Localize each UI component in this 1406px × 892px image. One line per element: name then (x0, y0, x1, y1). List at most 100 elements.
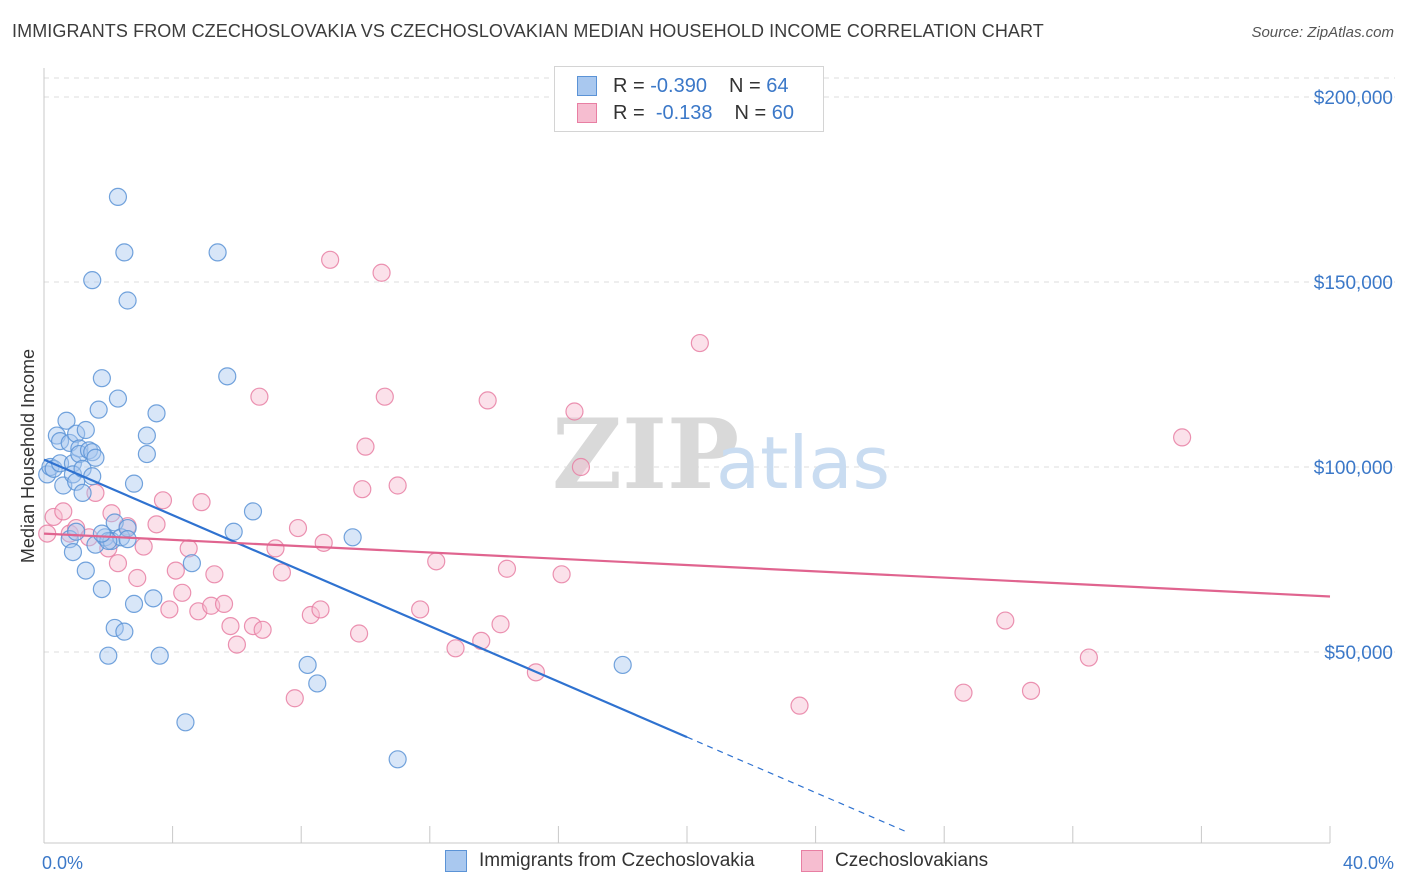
point-series1 (89, 400, 108, 419)
y-axis-label: Median Household Income (18, 349, 38, 563)
point-series2 (288, 518, 308, 538)
point-series1 (92, 579, 111, 599)
point-series1 (388, 750, 407, 769)
legend-n-label: N = (734, 101, 767, 124)
point-series2 (243, 616, 263, 636)
legend-swatch-series1 (445, 850, 467, 872)
x-tick-labels: 0.0% 40.0% (42, 853, 1394, 873)
point-series2 (108, 554, 128, 573)
point-series2 (491, 615, 510, 634)
chart-source: Source: ZipAtlas.com (1251, 24, 1394, 41)
point-series1 (57, 411, 76, 430)
point-series2 (321, 250, 340, 269)
data-points (38, 187, 1192, 769)
point-series1 (118, 530, 137, 549)
point-series2 (266, 539, 285, 558)
trend-line-series1 (43, 458, 688, 739)
point-series1 (67, 424, 86, 443)
point-series1 (76, 420, 95, 440)
point-series2 (356, 437, 375, 456)
point-series2 (478, 391, 497, 410)
point-series2 (134, 537, 153, 556)
legend-item-series2: Czechoslovakians (801, 850, 988, 872)
legend-n-value: 60 (771, 101, 795, 124)
point-series1 (115, 622, 134, 641)
trend-line-series1-extension (686, 736, 906, 833)
point-series2 (497, 559, 517, 578)
y-tick-labels: $50,000 $100,000 $150,000 $200,000 (1314, 88, 1393, 664)
point-series1 (224, 522, 243, 541)
point-series1 (182, 554, 201, 573)
point-series2 (221, 616, 240, 636)
x-tick-label: 0.0% (42, 853, 83, 873)
legend-row-series1: R = -0.390 N = 64 (577, 73, 788, 99)
legend-row-series2: R = -0.138 N = 60 (577, 100, 794, 126)
point-series1 (105, 618, 124, 638)
point-series1 (137, 426, 156, 445)
point-series1 (92, 369, 111, 388)
point-series1 (63, 542, 83, 562)
point-series2 (54, 502, 73, 521)
point-series1 (76, 561, 95, 580)
legend-r-label: R = (613, 74, 645, 97)
point-series1 (79, 441, 99, 460)
point-series1 (137, 444, 156, 464)
point-series2 (192, 493, 211, 512)
legend-n-value: 64 (766, 74, 789, 97)
point-series1 (124, 594, 144, 614)
point-series2 (565, 402, 584, 421)
point-series2 (166, 561, 185, 580)
point-series1 (83, 271, 102, 290)
point-series2 (153, 491, 173, 510)
point-series2 (411, 600, 430, 619)
trend-line-series2 (43, 532, 1331, 598)
y-tick-label: $150,000 (1314, 273, 1393, 294)
legend-item-series1: Immigrants from Czechoslovakia (445, 850, 755, 872)
trend-lines (43, 458, 1331, 833)
point-series2 (214, 594, 234, 614)
point-series2 (128, 568, 147, 588)
point-series1 (67, 522, 86, 541)
point-series2 (285, 689, 304, 708)
axes (43, 68, 1331, 844)
point-series1 (73, 483, 92, 502)
point-series2 (427, 552, 446, 571)
point-series2 (227, 635, 246, 654)
point-series2 (372, 263, 391, 282)
point-series1 (343, 528, 362, 547)
point-series2 (250, 387, 269, 406)
legend-swatch-series1 (577, 76, 597, 96)
point-series2 (954, 683, 973, 702)
point-series1 (118, 291, 137, 310)
point-series2 (311, 600, 330, 619)
legend-r-value: -0.390 (650, 74, 707, 97)
point-series2 (349, 624, 369, 643)
point-series1 (86, 448, 105, 467)
point-series1 (115, 243, 134, 262)
point-series2 (1079, 648, 1098, 667)
point-series1 (243, 502, 263, 521)
point-series2 (1021, 681, 1041, 700)
y-tick-label: $50,000 (1324, 643, 1393, 664)
legend-label-series1: Immigrants from Czechoslovakia (479, 850, 755, 871)
point-series2 (996, 611, 1015, 630)
point-series2 (179, 539, 198, 558)
point-series1 (108, 187, 128, 206)
point-series1 (176, 713, 195, 732)
point-series2 (173, 583, 192, 602)
point-series2 (571, 457, 591, 477)
point-series2 (790, 696, 809, 715)
point-series1 (613, 655, 632, 675)
series-legend: Immigrants from Czechoslovakia Czechoslo… (0, 850, 1406, 878)
point-series2 (272, 563, 292, 582)
x-tick-label: 40.0% (1343, 853, 1394, 873)
point-series1 (298, 655, 317, 675)
legend-n-label: N = (728, 74, 761, 97)
legend-label-series2: Czechoslovakians (835, 850, 989, 871)
watermark-atlas: atlas (716, 421, 890, 505)
point-series2 (446, 639, 465, 658)
chart-title: IMMIGRANTS FROM CZECHOSLOVAKIA VS CZECHO… (12, 21, 1044, 41)
point-series2 (1173, 428, 1192, 447)
point-series2 (314, 533, 333, 552)
